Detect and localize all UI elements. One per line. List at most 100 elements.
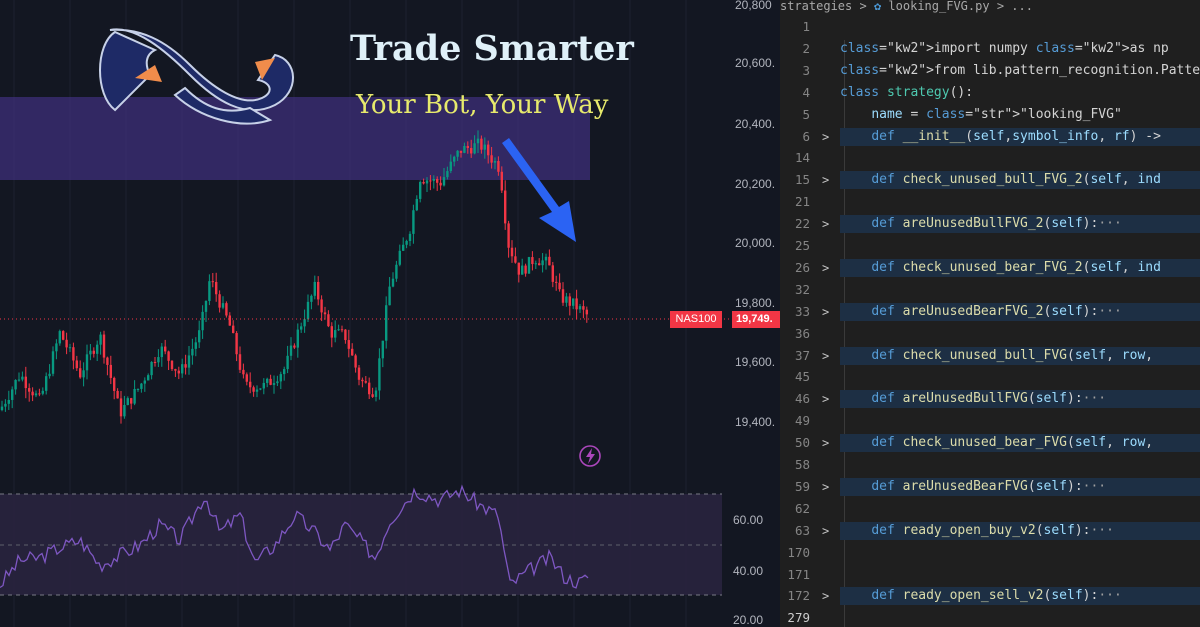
code-line[interactable]: 5 name = class="str">"looking_FVG" [780, 104, 1200, 126]
line-number: 36 [794, 325, 810, 341]
code-line[interactable]: 45 [780, 366, 1200, 388]
candle-body [487, 144, 490, 156]
line-number: 6 [802, 128, 810, 144]
fold-chevron-icon[interactable]: > [822, 348, 830, 363]
fold-chevron-icon[interactable]: > [822, 304, 830, 319]
code-line[interactable]: 63 > def ready_open_buy_v2(self):··· [780, 520, 1200, 542]
code-line[interactable]: 2 class="kw2">import numpy class="kw2">as… [780, 38, 1200, 60]
candle-body [279, 374, 282, 382]
fold-chevron-icon[interactable]: > [822, 217, 830, 232]
code-line[interactable]: 1 [780, 16, 1200, 38]
breadcrumb-folder[interactable]: strategies [780, 0, 853, 13]
fold-chevron-icon[interactable]: > [822, 523, 830, 538]
code-line[interactable]: 3 class="kw2">from lib.pattern_recognitio… [780, 60, 1200, 82]
code-line[interactable]: 46 > def areUnusedBullFVG(self):··· [780, 388, 1200, 410]
candle-body [218, 294, 221, 308]
candle-body [215, 282, 218, 295]
line-number: 14 [794, 150, 810, 166]
code-line[interactable]: 279 [780, 607, 1200, 627]
lightning-icon[interactable] [579, 445, 601, 467]
candle-body [11, 389, 14, 400]
code-line[interactable]: 62 [780, 498, 1200, 520]
candle-body [7, 399, 10, 404]
code-line[interactable]: 49 [780, 410, 1200, 432]
code-line[interactable]: 172 > def ready_open_sell_v2(self):··· [780, 585, 1200, 607]
candle-body [425, 180, 429, 184]
chart-panel[interactable]: Trade Smarter Your Bot, Your Way 20,800 … [0, 0, 784, 627]
candle-body [395, 264, 398, 279]
candle-body [582, 306, 585, 310]
fold-chevron-icon[interactable]: > [822, 589, 830, 604]
code-line[interactable]: 36 [780, 323, 1200, 345]
code-line[interactable]: 171 [780, 564, 1200, 586]
candle-body [38, 393, 41, 395]
code-text: def areUnusedBearFVG_2(self):··· [871, 303, 1122, 319]
candle-body [24, 376, 27, 389]
code-line[interactable]: 37 > def check_unused_bull_FVG(self, row, [780, 345, 1200, 367]
candle-body [330, 326, 333, 338]
code-line[interactable]: 58 [780, 454, 1200, 476]
candle-body [419, 182, 422, 199]
candle-body [351, 348, 354, 356]
candle-body [272, 383, 276, 385]
code-line[interactable]: 170 [780, 542, 1200, 564]
code-line[interactable]: 25 [780, 235, 1200, 257]
code-line[interactable]: 22 > def areUnusedBullFVG_2(self):··· [780, 213, 1200, 235]
candle-body [252, 387, 255, 392]
code-editor[interactable]: strategies > ✿ looking_FVG.py > ... 1 2 cl… [780, 0, 1200, 627]
code-line[interactable]: 59 > def areUnusedBearFVG(self):··· [780, 476, 1200, 498]
code-line[interactable]: 50 > def check_unused_bear_FVG(self, row, [780, 432, 1200, 454]
code-text: def check_unused_bull_FVG_2(self, ind [871, 172, 1161, 188]
candle-body [527, 257, 531, 274]
candle-body [558, 282, 561, 290]
candle-body [446, 171, 449, 178]
fold-chevron-icon[interactable]: > [822, 260, 830, 275]
fold-chevron-icon[interactable]: > [822, 436, 830, 451]
candle-body [177, 370, 180, 374]
fold-chevron-icon[interactable]: > [822, 479, 830, 494]
candle-body [381, 340, 384, 359]
breadcrumb-more[interactable]: ... [1011, 0, 1033, 13]
candle-body [68, 347, 72, 349]
candle-body [504, 190, 507, 224]
code-line[interactable]: 6 > def __init__(self,symbol_info, rf) -> [780, 126, 1200, 148]
candle-body [140, 383, 143, 389]
candle-body [575, 298, 578, 310]
code-line[interactable]: 15 > def check_unused_bull_FVG_2(self, in… [780, 169, 1200, 191]
code-line[interactable]: 32 [780, 279, 1200, 301]
fold-chevron-icon[interactable]: > [822, 392, 830, 407]
candle-body [303, 319, 306, 327]
rsi-axis-label: 20.00 [733, 613, 764, 627]
candle-body [415, 198, 418, 211]
line-number: 50 [794, 435, 810, 451]
candle-body [96, 344, 99, 354]
line-number: 26 [794, 259, 810, 275]
code-text: def areUnusedBearFVG(self):··· [871, 478, 1107, 494]
line-number: 46 [794, 391, 810, 407]
candle-body [286, 355, 289, 370]
python-file-icon: ✿ [873, 0, 882, 13]
code-line[interactable]: 4 class strategy(): [780, 82, 1200, 104]
candle-body [126, 398, 129, 405]
candle-body [245, 374, 248, 382]
code-line[interactable]: 26 > def check_unused_bear_FVG_2(self, in… [780, 257, 1200, 279]
banner-subtitle: Your Bot, Your Way [356, 90, 609, 120]
code-line[interactable]: 21 [780, 191, 1200, 213]
candle-body [184, 364, 187, 368]
candle-body [463, 145, 466, 153]
candle-body [347, 340, 350, 349]
candle-body [116, 390, 119, 399]
fold-chevron-icon[interactable]: > [822, 173, 830, 188]
fold-chevron-icon[interactable]: > [822, 129, 830, 144]
candle-body [405, 240, 408, 245]
candle-body [320, 299, 323, 313]
candle-body [130, 398, 133, 404]
line-number: 33 [794, 303, 810, 319]
code-line[interactable]: 14 [780, 147, 1200, 169]
breadcrumb-file[interactable]: looking_FVG.py [888, 0, 990, 13]
line-number: 62 [794, 500, 810, 516]
line-number: 4 [802, 84, 810, 100]
candle-body [31, 391, 34, 396]
candle-body [136, 388, 140, 390]
code-line[interactable]: 33 > def areUnusedBearFVG_2(self):··· [780, 301, 1200, 323]
